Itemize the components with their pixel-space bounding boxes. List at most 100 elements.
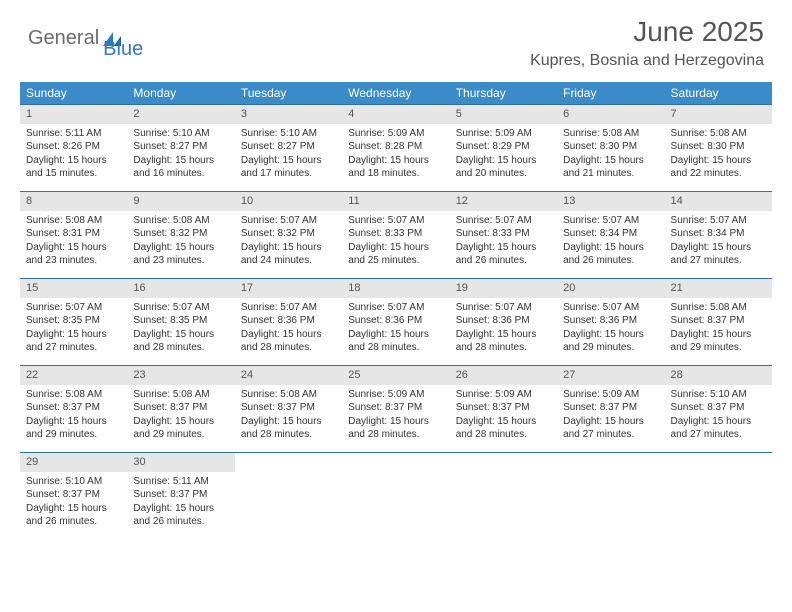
- cell-body: Sunrise: 5:09 AMSunset: 8:37 PMDaylight:…: [342, 385, 449, 446]
- day-number: 3: [235, 105, 342, 124]
- sunrise-text: Sunrise: 5:08 AM: [133, 214, 228, 228]
- sunset-text: Sunset: 8:37 PM: [671, 314, 766, 328]
- cell-body: Sunrise: 5:07 AMSunset: 8:35 PMDaylight:…: [127, 298, 234, 359]
- logo-text-part1: General: [28, 27, 99, 50]
- day-header-tuesday: Tuesday: [235, 82, 342, 104]
- sunrise-text: Sunrise: 5:10 AM: [671, 388, 766, 402]
- sunset-text: Sunset: 8:36 PM: [348, 314, 443, 328]
- day-header-row: Sunday Monday Tuesday Wednesday Thursday…: [20, 82, 772, 104]
- week-row: 15Sunrise: 5:07 AMSunset: 8:35 PMDayligh…: [20, 278, 772, 365]
- sunrise-text: Sunrise: 5:10 AM: [133, 127, 228, 141]
- sunset-text: Sunset: 8:28 PM: [348, 140, 443, 154]
- cell-body: Sunrise: 5:07 AMSunset: 8:36 PMDaylight:…: [450, 298, 557, 359]
- page-title: June 2025: [530, 16, 764, 48]
- sunrise-text: Sunrise: 5:07 AM: [348, 214, 443, 228]
- header: General Blue June 2025 Kupres, Bosnia an…: [0, 0, 792, 70]
- cell-body: Sunrise: 5:08 AMSunset: 8:37 PMDaylight:…: [20, 385, 127, 446]
- sunset-text: Sunset: 8:32 PM: [133, 227, 228, 241]
- sunrise-text: Sunrise: 5:07 AM: [241, 214, 336, 228]
- calendar-cell: 4Sunrise: 5:09 AMSunset: 8:28 PMDaylight…: [342, 105, 449, 191]
- calendar-cell: [450, 453, 557, 539]
- cell-body: Sunrise: 5:10 AMSunset: 8:27 PMDaylight:…: [235, 124, 342, 185]
- day-number: 29: [20, 453, 127, 472]
- day-number: 2: [127, 105, 234, 124]
- day-number: 6: [557, 105, 664, 124]
- week-row: 22Sunrise: 5:08 AMSunset: 8:37 PMDayligh…: [20, 365, 772, 452]
- daylight-text: Daylight: 15 hours and 28 minutes.: [241, 415, 336, 442]
- cell-body: Sunrise: 5:08 AMSunset: 8:30 PMDaylight:…: [557, 124, 664, 185]
- daylight-text: Daylight: 15 hours and 17 minutes.: [241, 154, 336, 181]
- calendar-cell: 13Sunrise: 5:07 AMSunset: 8:34 PMDayligh…: [557, 192, 664, 278]
- daylight-text: Daylight: 15 hours and 28 minutes.: [456, 415, 551, 442]
- sunset-text: Sunset: 8:37 PM: [26, 488, 121, 502]
- day-number: 18: [342, 279, 449, 298]
- calendar-cell: 29Sunrise: 5:10 AMSunset: 8:37 PMDayligh…: [20, 453, 127, 539]
- week-row: 1Sunrise: 5:11 AMSunset: 8:26 PMDaylight…: [20, 104, 772, 191]
- day-number: 15: [20, 279, 127, 298]
- calendar-cell: 14Sunrise: 5:07 AMSunset: 8:34 PMDayligh…: [665, 192, 772, 278]
- cell-body: Sunrise: 5:07 AMSunset: 8:36 PMDaylight:…: [342, 298, 449, 359]
- calendar: Sunday Monday Tuesday Wednesday Thursday…: [20, 82, 772, 539]
- sunset-text: Sunset: 8:37 PM: [26, 401, 121, 415]
- calendar-cell: 30Sunrise: 5:11 AMSunset: 8:37 PMDayligh…: [127, 453, 234, 539]
- sunrise-text: Sunrise: 5:07 AM: [133, 301, 228, 315]
- cell-body: Sunrise: 5:08 AMSunset: 8:30 PMDaylight:…: [665, 124, 772, 185]
- cell-body: Sunrise: 5:07 AMSunset: 8:35 PMDaylight:…: [20, 298, 127, 359]
- cell-body: Sunrise: 5:08 AMSunset: 8:37 PMDaylight:…: [235, 385, 342, 446]
- daylight-text: Daylight: 15 hours and 18 minutes.: [348, 154, 443, 181]
- sunrise-text: Sunrise: 5:07 AM: [348, 301, 443, 315]
- sunset-text: Sunset: 8:37 PM: [456, 401, 551, 415]
- daylight-text: Daylight: 15 hours and 26 minutes.: [563, 241, 658, 268]
- sunset-text: Sunset: 8:27 PM: [133, 140, 228, 154]
- day-number: 21: [665, 279, 772, 298]
- sunrise-text: Sunrise: 5:11 AM: [26, 127, 121, 141]
- sunset-text: Sunset: 8:30 PM: [563, 140, 658, 154]
- calendar-cell: 17Sunrise: 5:07 AMSunset: 8:36 PMDayligh…: [235, 279, 342, 365]
- sunrise-text: Sunrise: 5:07 AM: [563, 301, 658, 315]
- sunrise-text: Sunrise: 5:09 AM: [456, 388, 551, 402]
- sunrise-text: Sunrise: 5:09 AM: [348, 127, 443, 141]
- sunrise-text: Sunrise: 5:08 AM: [241, 388, 336, 402]
- cell-body: Sunrise: 5:10 AMSunset: 8:37 PMDaylight:…: [665, 385, 772, 446]
- daylight-text: Daylight: 15 hours and 28 minutes.: [348, 328, 443, 355]
- cell-body: Sunrise: 5:09 AMSunset: 8:29 PMDaylight:…: [450, 124, 557, 185]
- sunrise-text: Sunrise: 5:09 AM: [348, 388, 443, 402]
- cell-body: Sunrise: 5:09 AMSunset: 8:37 PMDaylight:…: [450, 385, 557, 446]
- daylight-text: Daylight: 15 hours and 27 minutes.: [671, 241, 766, 268]
- week-row: 8Sunrise: 5:08 AMSunset: 8:31 PMDaylight…: [20, 191, 772, 278]
- calendar-cell: 12Sunrise: 5:07 AMSunset: 8:33 PMDayligh…: [450, 192, 557, 278]
- sunset-text: Sunset: 8:36 PM: [456, 314, 551, 328]
- day-number: 20: [557, 279, 664, 298]
- calendar-cell: 10Sunrise: 5:07 AMSunset: 8:32 PMDayligh…: [235, 192, 342, 278]
- sunset-text: Sunset: 8:29 PM: [456, 140, 551, 154]
- calendar-cell: 1Sunrise: 5:11 AMSunset: 8:26 PMDaylight…: [20, 105, 127, 191]
- daylight-text: Daylight: 15 hours and 16 minutes.: [133, 154, 228, 181]
- cell-body: Sunrise: 5:08 AMSunset: 8:32 PMDaylight:…: [127, 211, 234, 272]
- daylight-text: Daylight: 15 hours and 28 minutes.: [133, 328, 228, 355]
- cell-body: Sunrise: 5:11 AMSunset: 8:26 PMDaylight:…: [20, 124, 127, 185]
- cell-body: Sunrise: 5:07 AMSunset: 8:32 PMDaylight:…: [235, 211, 342, 272]
- daylight-text: Daylight: 15 hours and 25 minutes.: [348, 241, 443, 268]
- sunset-text: Sunset: 8:33 PM: [456, 227, 551, 241]
- sunset-text: Sunset: 8:37 PM: [133, 488, 228, 502]
- sunrise-text: Sunrise: 5:08 AM: [26, 214, 121, 228]
- day-header-sunday: Sunday: [20, 82, 127, 104]
- calendar-cell: [557, 453, 664, 539]
- sunset-text: Sunset: 8:37 PM: [671, 401, 766, 415]
- day-number: 14: [665, 192, 772, 211]
- sunset-text: Sunset: 8:36 PM: [241, 314, 336, 328]
- daylight-text: Daylight: 15 hours and 29 minutes.: [563, 328, 658, 355]
- calendar-cell: 24Sunrise: 5:08 AMSunset: 8:37 PMDayligh…: [235, 366, 342, 452]
- calendar-cell: 11Sunrise: 5:07 AMSunset: 8:33 PMDayligh…: [342, 192, 449, 278]
- day-number: 28: [665, 366, 772, 385]
- calendar-cell: 22Sunrise: 5:08 AMSunset: 8:37 PMDayligh…: [20, 366, 127, 452]
- calendar-cell: 2 Sunrise: 5:10 AMSunset: 8:27 PMDaylight…: [127, 105, 234, 191]
- sunset-text: Sunset: 8:26 PM: [26, 140, 121, 154]
- week-row: 29Sunrise: 5:10 AMSunset: 8:37 PMDayligh…: [20, 452, 772, 539]
- cell-body: Sunrise: 5:08 AMSunset: 8:37 PMDaylight:…: [665, 298, 772, 359]
- sunrise-text: Sunrise: 5:10 AM: [241, 127, 336, 141]
- weeks-container: 1Sunrise: 5:11 AMSunset: 8:26 PMDaylight…: [20, 104, 772, 539]
- sunrise-text: Sunrise: 5:07 AM: [241, 301, 336, 315]
- sunset-text: Sunset: 8:37 PM: [241, 401, 336, 415]
- day-header-saturday: Saturday: [665, 82, 772, 104]
